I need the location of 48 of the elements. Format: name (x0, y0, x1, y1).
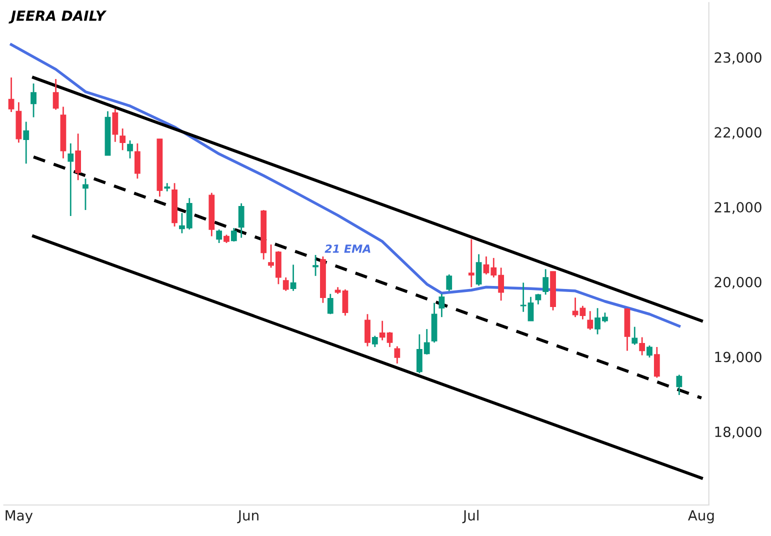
candlestick (327, 293, 334, 315)
y-tick-label: 22,000 (714, 127, 762, 140)
candlestick (112, 108, 118, 143)
candlestick (52, 78, 59, 110)
candlestick (342, 288, 348, 316)
candlestick (216, 228, 222, 244)
x-tick-label: Jul (462, 510, 478, 524)
candlestick (82, 178, 88, 211)
candlestick (639, 336, 646, 356)
candlestick (238, 202, 244, 238)
candlestick (468, 238, 474, 288)
series-label: 21 EMA (324, 244, 370, 253)
candlestick (75, 132, 82, 181)
candlestick (438, 293, 445, 318)
candlestick (282, 276, 289, 292)
candlestick (230, 227, 237, 242)
candlestick (446, 274, 452, 292)
y-tick-label: 19,000 (715, 352, 762, 364)
candlestick (127, 140, 133, 160)
candlestick (364, 313, 370, 347)
candlestick (676, 374, 682, 396)
candlestick (632, 326, 638, 346)
candlestick (654, 346, 660, 378)
candlestick (535, 293, 542, 306)
y-tick-label: 21,000 (714, 202, 762, 214)
candlestick (646, 344, 652, 358)
candlestick (68, 142, 74, 217)
line-series (10, 43, 681, 328)
candlestick (23, 121, 30, 164)
candlestick (312, 254, 318, 277)
candlestick (120, 128, 126, 151)
candlestick (372, 335, 378, 348)
candlestick (134, 142, 140, 180)
x-tick-label: Aug (688, 510, 714, 524)
candlestick (580, 305, 586, 320)
candlestick (8, 76, 14, 113)
candlestick (476, 254, 482, 286)
candlestick (542, 268, 549, 296)
y-tick-label: 23,000 (714, 52, 762, 64)
y-tick-label: 18,000 (715, 426, 762, 439)
candlestick (290, 264, 296, 292)
x-tick-label: Jun (237, 510, 258, 524)
candlestick (587, 310, 594, 331)
y-tick-label: 20,000 (714, 276, 762, 289)
candlestick (30, 82, 36, 118)
text: JEERA DAILY (8, 10, 107, 24)
candlestick (394, 346, 400, 364)
x-tick-label: May (6, 510, 33, 524)
